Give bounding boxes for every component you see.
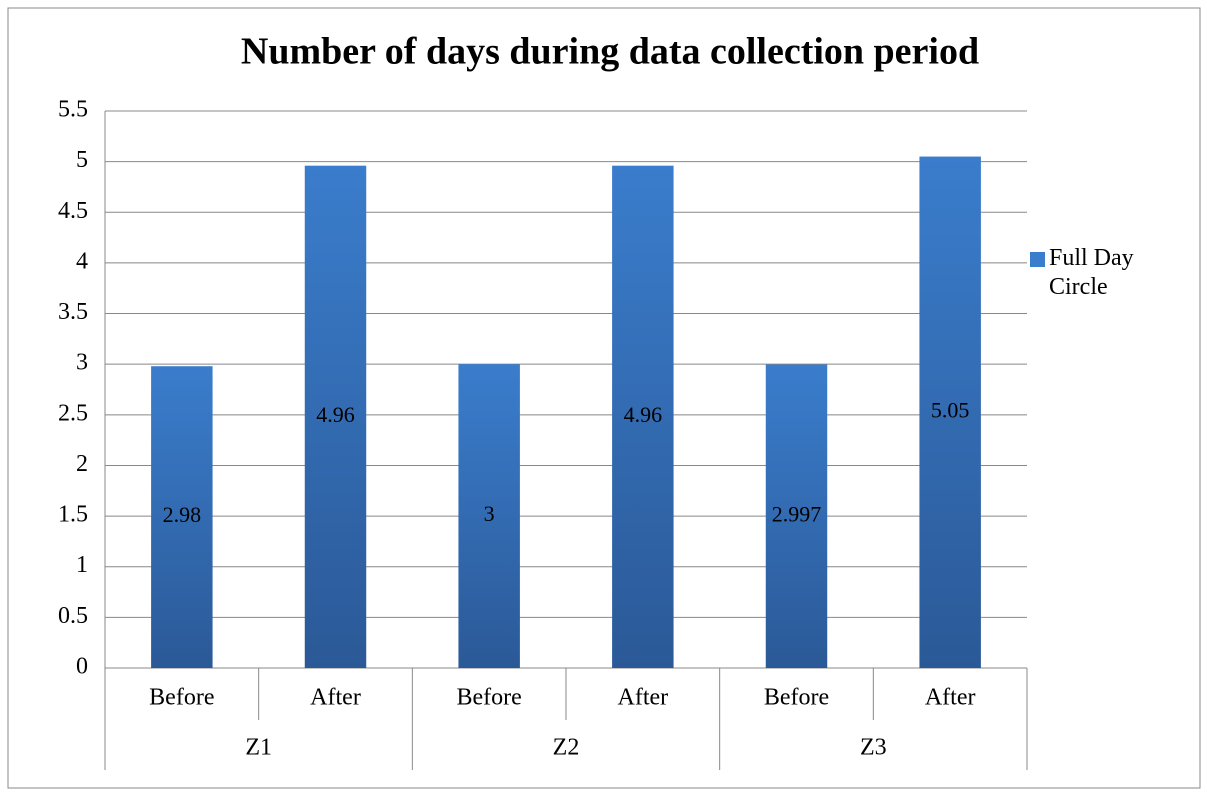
y-tick-label: 5.5 — [58, 97, 88, 123]
y-tick-label: 0.5 — [58, 603, 88, 629]
group-label: Z3 — [860, 735, 887, 761]
legend: Full Day Circle — [1030, 244, 1200, 302]
x-tick-label: Before — [149, 685, 214, 711]
data-label: 2.98 — [163, 502, 202, 527]
bar — [765, 364, 828, 668]
x-tick-label: Before — [457, 685, 522, 711]
x-tick-label: After — [310, 685, 361, 711]
data-label: 5.05 — [931, 397, 970, 422]
legend-label: Full Day Circle — [1049, 245, 1134, 300]
bar — [612, 165, 674, 669]
bar — [919, 156, 981, 668]
y-tick-label: 1.5 — [58, 502, 88, 528]
data-label: 2.997 — [772, 501, 822, 526]
x-tick-label: After — [925, 685, 976, 711]
group-label: Z1 — [245, 735, 272, 761]
data-label: 3 — [484, 501, 495, 526]
bar — [458, 364, 520, 668]
y-tick-label: 3 — [76, 350, 88, 376]
x-tick-label: After — [618, 685, 669, 711]
legend-swatch — [1030, 252, 1045, 267]
y-tick-label: 5 — [76, 147, 88, 173]
y-tick-label: 4.5 — [58, 198, 88, 224]
data-label: 4.96 — [316, 402, 355, 427]
y-tick-label: 2 — [76, 451, 88, 477]
y-tick-label: 4 — [76, 248, 88, 274]
y-tick-label: 2.5 — [58, 400, 88, 426]
data-label: 4.96 — [624, 402, 663, 427]
y-tick-label: 0 — [76, 654, 88, 680]
bar — [304, 165, 367, 669]
group-label: Z2 — [553, 735, 580, 761]
y-tick-label: 1 — [76, 552, 88, 578]
y-tick-label: 3.5 — [58, 299, 88, 325]
chart-border — [7, 7, 1201, 789]
bar — [151, 366, 213, 668]
chart-title: Number of days during data collection pe… — [241, 31, 979, 73]
x-tick-label: Before — [764, 685, 829, 711]
